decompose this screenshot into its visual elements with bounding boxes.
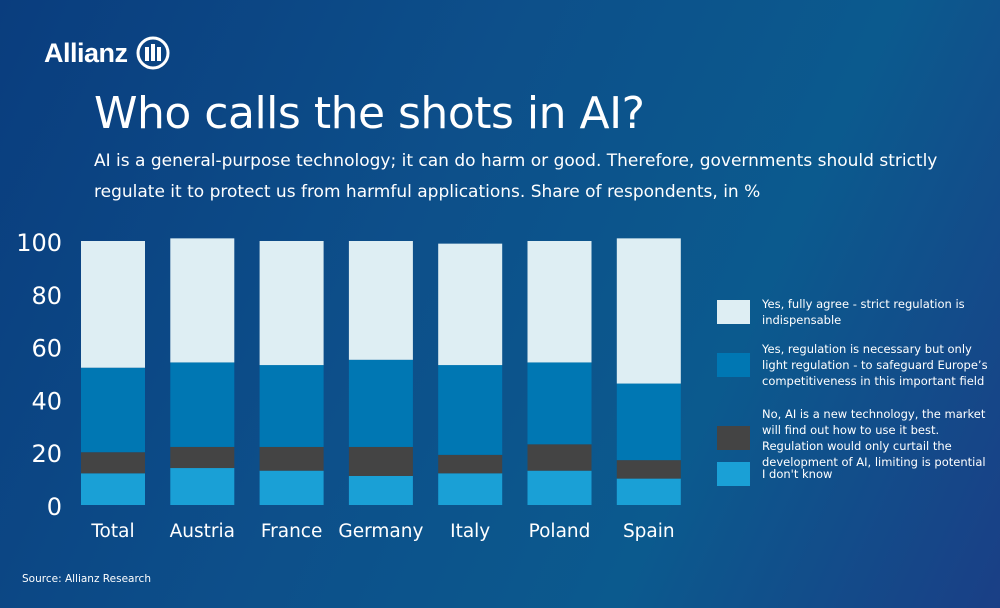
bar-segment bbox=[527, 444, 592, 471]
bar-segment bbox=[170, 238, 235, 363]
legend-item: I don't know bbox=[717, 462, 997, 486]
y-tick-label: 0 bbox=[47, 493, 62, 521]
bar-segment bbox=[616, 478, 681, 505]
bar-segment bbox=[81, 241, 145, 368]
bar-segment bbox=[259, 446, 324, 471]
bar-segment bbox=[616, 238, 681, 384]
bar-segment bbox=[81, 473, 145, 505]
bar-segment bbox=[348, 359, 413, 447]
x-tick-label: Poland bbox=[529, 521, 591, 542]
bar-segment bbox=[438, 243, 503, 366]
bar-segment bbox=[259, 241, 324, 366]
source-note: Source: Allianz Research bbox=[22, 573, 151, 585]
legend-swatch bbox=[717, 300, 750, 324]
y-tick-label: 80 bbox=[31, 282, 62, 310]
bar-segment bbox=[259, 470, 324, 505]
bar-segment bbox=[81, 452, 145, 474]
x-tick-label: Germany bbox=[338, 521, 423, 542]
x-tick-label: Total bbox=[90, 521, 134, 542]
bar-segment bbox=[348, 446, 413, 476]
legend-item: No, AI is a new technology, the market w… bbox=[717, 406, 997, 470]
allianz-logo: Allianz bbox=[44, 36, 170, 70]
legend-item: Yes, fully agree - strict regulation is … bbox=[717, 296, 997, 328]
legend-label: No, AI is a new technology, the market w… bbox=[762, 407, 986, 469]
bar-segment bbox=[259, 365, 324, 447]
bar-segment bbox=[527, 362, 592, 445]
bar-segment bbox=[170, 468, 235, 505]
y-tick-label: 20 bbox=[31, 440, 62, 468]
x-tick-label: France bbox=[261, 521, 323, 542]
bar-segment bbox=[527, 470, 592, 505]
bar-segment bbox=[527, 241, 592, 363]
x-tick-label: Italy bbox=[450, 521, 490, 542]
legend-item: Yes, regulation is necessary but only li… bbox=[717, 341, 997, 389]
logo-text: Allianz bbox=[44, 37, 128, 68]
y-tick-label: 100 bbox=[16, 229, 62, 257]
bar-segment bbox=[438, 365, 503, 455]
bar-segment bbox=[616, 383, 681, 461]
bar-segment bbox=[438, 454, 503, 474]
legend-label: Yes, fully agree - strict regulation is … bbox=[762, 297, 965, 327]
bar-segment bbox=[170, 446, 235, 469]
bar-segment bbox=[348, 475, 413, 505]
bar-segment bbox=[170, 362, 235, 447]
x-tick-label: Spain bbox=[623, 521, 675, 542]
y-tick-label: 40 bbox=[31, 387, 62, 415]
y-tick-label: 60 bbox=[31, 335, 62, 363]
legend-swatch bbox=[717, 353, 750, 377]
bar-segment bbox=[438, 473, 503, 505]
legend-swatch bbox=[717, 462, 750, 486]
allianz-eagle-icon bbox=[136, 36, 170, 70]
bar-segment bbox=[348, 241, 413, 360]
x-tick-label: Austria bbox=[170, 521, 235, 542]
bar-segment bbox=[616, 460, 681, 479]
subtitle: AI is a general-purpose technology; it c… bbox=[94, 151, 938, 202]
legend-swatch bbox=[717, 426, 750, 450]
legend-label: I don't know bbox=[762, 467, 833, 481]
legend-label: Yes, regulation is necessary but only li… bbox=[762, 342, 988, 388]
bar-segment bbox=[81, 367, 145, 453]
page-title: Who calls the shots in AI? bbox=[94, 88, 645, 139]
